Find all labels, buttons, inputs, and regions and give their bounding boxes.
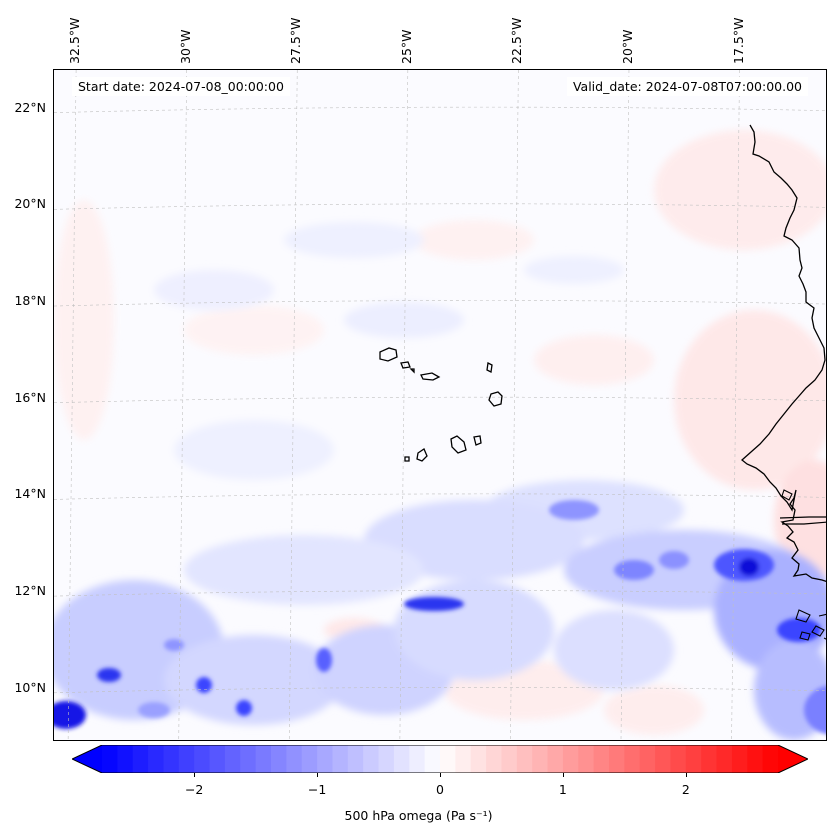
colorbar-segment (271, 745, 287, 773)
colorbar-segment (117, 745, 134, 773)
colorbar-segment (347, 745, 364, 773)
lon-tick-label: 22.5°W (509, 17, 525, 64)
colorbar-tick-mark (440, 773, 441, 777)
omega-field-map (54, 70, 826, 740)
lon-tick-label: 25°W (398, 29, 414, 64)
meridian-line (178, 70, 187, 740)
colorbar-segment (455, 745, 472, 773)
gambia-river-outline (779, 516, 826, 525)
colorbar-segment (716, 745, 733, 773)
colorbar-tick-mark (685, 773, 687, 777)
colorbar-segment (148, 745, 165, 773)
parallel-line (54, 590, 826, 597)
colorbar-segment (609, 745, 625, 773)
parallel-line (54, 203, 826, 210)
colorbar-segment (132, 745, 149, 773)
colorbar-tick-label: 1 (558, 782, 567, 797)
lon-tick-label: 17.5°W (730, 17, 746, 64)
colorbar-segment (486, 745, 503, 773)
parallel-line (54, 106, 826, 113)
colorbar-tick-label: −2 (184, 782, 204, 797)
parallel-line (54, 493, 826, 500)
parallel-line (54, 300, 826, 307)
colorbar-segment (255, 745, 272, 773)
lon-tick-label: 27.5°W (288, 17, 304, 64)
colorbar-segment (378, 745, 395, 773)
meridian-line (399, 70, 409, 740)
cape-verde-islands (379, 347, 503, 462)
colorbar-segment (685, 745, 702, 773)
colorbar-segment (440, 745, 456, 773)
colorbar-segment (286, 745, 303, 773)
colorbar-segment (762, 745, 779, 773)
meridian-line (67, 70, 77, 740)
colorbar-segment (240, 745, 257, 773)
meridian-line (510, 70, 519, 740)
parallel-line (54, 396, 826, 404)
colorbar-segment (224, 745, 241, 773)
map-panel (53, 69, 827, 741)
colorbar-segment (424, 745, 441, 773)
lon-tick-label: 30°W (177, 29, 193, 64)
colorbar-segment (701, 745, 718, 773)
colorbar-segment (547, 745, 564, 773)
colorbar-segment (178, 745, 195, 773)
colorbar-segment (409, 745, 426, 773)
strong-ascent-cores (54, 500, 826, 735)
graticule-lines (54, 70, 826, 740)
lon-tick-label: 20°W (619, 29, 635, 64)
colorbar-segment (670, 745, 687, 773)
colorbar-segment (209, 745, 226, 773)
senegal-coast-detail (781, 489, 793, 501)
colorbar-segment (163, 745, 180, 773)
colorbar-tick-mark (562, 773, 564, 777)
lat-tick-label: 18°N (14, 293, 46, 309)
lat-tick-label: 22°N (14, 99, 46, 115)
valid-date-label: Valid_date: 2024-07-08T07:00:00.00 (566, 77, 808, 96)
lat-tick-label: 16°N (14, 389, 46, 405)
colorbar-tick-label: 0 (436, 782, 444, 797)
lon-tick-label: 32.5°W (67, 17, 83, 64)
negative-omega-areas (54, 222, 826, 740)
colorbar-segment (593, 745, 610, 773)
colorbar-segment (624, 745, 641, 773)
colorbar-tick-mark (194, 773, 196, 777)
colorbar-label: 500 hPa omega (Pa s⁻¹) (344, 808, 493, 823)
bissagos-islands-outline (795, 609, 826, 641)
colorbar-segment (731, 745, 748, 773)
colorbar-tick-mark (317, 773, 319, 777)
colorbar-segment (562, 745, 579, 773)
colorbar-segment (501, 745, 518, 773)
colorbar-segment (470, 745, 487, 773)
colorbar-segment (532, 745, 549, 773)
colorbar (72, 745, 808, 773)
lat-tick-label: 12°N (14, 583, 46, 599)
africa-coastline (740, 124, 826, 583)
colorbar-tick-label: 2 (681, 782, 690, 797)
colorbar-segment (194, 745, 211, 773)
meridian-line (620, 70, 630, 740)
colorbar-segment (363, 745, 380, 773)
meridian-line (731, 70, 740, 740)
start-date-label: Start date: 2024-07-08_00:00:00 (72, 77, 290, 96)
parallel-line (54, 686, 826, 694)
colorbar-segment (301, 745, 318, 773)
colorbar-tick-label: −1 (307, 782, 327, 797)
colorbar-segment (332, 745, 349, 773)
colorbar-segment (393, 745, 410, 773)
colorbar-segment (102, 745, 118, 773)
colorbar-segment (578, 745, 595, 773)
colorbar-extend-max (778, 745, 808, 773)
colorbar-segment (317, 745, 334, 773)
colorbar-extend-min (72, 745, 102, 773)
lat-tick-label: 20°N (14, 196, 46, 212)
lat-tick-label: 14°N (14, 486, 46, 502)
lat-tick-label: 10°N (14, 679, 46, 695)
colorbar-segment (747, 745, 764, 773)
colorbar-segment (639, 745, 656, 773)
colorbar-segment (516, 745, 533, 773)
meridian-line (288, 70, 298, 740)
colorbar-segment (655, 745, 672, 773)
